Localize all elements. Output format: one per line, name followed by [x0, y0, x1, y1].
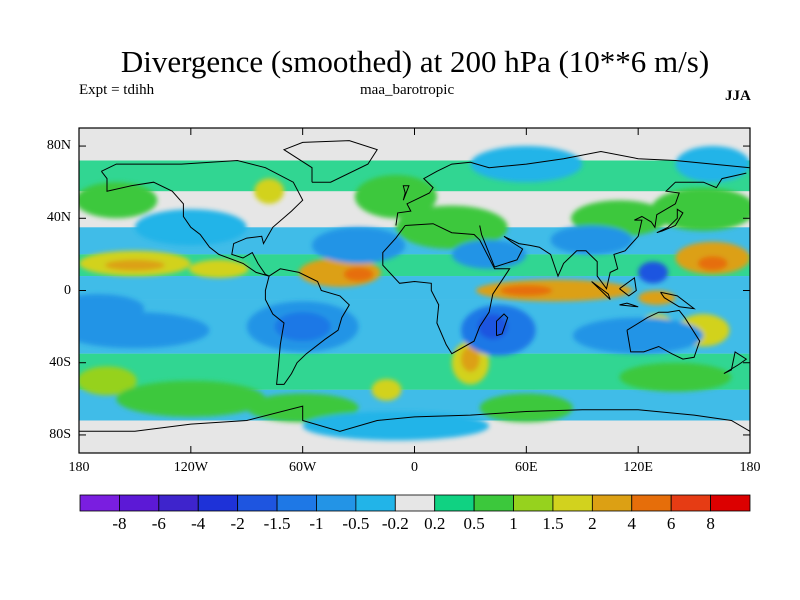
field-contour	[343, 267, 374, 282]
colorbar-swatch	[434, 494, 475, 512]
colorbar-label: 1	[509, 514, 518, 533]
field-contour	[311, 227, 406, 264]
field-contour	[371, 378, 402, 401]
lon-label: 120E	[623, 460, 653, 475]
colorbar-swatch	[276, 494, 317, 512]
colorbar-label: 6	[666, 514, 676, 533]
coastline	[402, 185, 410, 201]
colorbar-label: 4	[627, 514, 637, 533]
colorbar-label: -0.5	[342, 514, 370, 533]
colorbar-swatch	[355, 494, 396, 512]
coastline	[619, 302, 639, 308]
lat-label: 80N	[46, 138, 71, 154]
colorbar-label: 0.5	[463, 514, 485, 533]
colorbar-swatch	[473, 494, 514, 512]
colorbar-swatch	[670, 494, 711, 512]
colorbar	[79, 494, 751, 512]
colorbar-label: -0.2	[381, 514, 409, 533]
experiment-label: Expt = tdihh	[79, 82, 155, 98]
lat-label: 40N	[46, 210, 71, 226]
colorbar-swatch	[710, 494, 751, 512]
plot-title: Divergence (smoothed) at 200 hPa (10**6 …	[120, 44, 710, 79]
field-contour	[479, 393, 573, 423]
colorbar-swatch	[197, 494, 239, 512]
colorbar-swatch	[631, 494, 672, 512]
coastline	[656, 208, 684, 234]
field-contour	[354, 174, 437, 219]
colorbar-label: -2	[230, 514, 245, 533]
lon-label: 180	[68, 460, 90, 475]
coastline	[591, 281, 611, 300]
coastline	[626, 309, 701, 360]
colorbar-label: -1.5	[263, 514, 291, 533]
coastline	[660, 291, 696, 310]
colorbar-label: 2	[588, 514, 597, 533]
colorbar-label: -1	[309, 514, 324, 533]
field-contour	[638, 290, 676, 305]
colorbar-swatch	[394, 494, 436, 512]
colorbar-swatch	[513, 494, 554, 512]
field-contour	[188, 259, 249, 278]
field-contour	[477, 313, 508, 340]
field-contour	[116, 380, 266, 417]
divergence-field	[79, 146, 750, 441]
field-contour	[254, 178, 285, 204]
colorbar-swatch	[316, 494, 357, 512]
axis-ticks	[78, 128, 751, 453]
field-contour	[619, 362, 732, 392]
field-contour	[79, 312, 210, 349]
lat-label: 0	[64, 282, 71, 298]
field-contour	[79, 182, 158, 219]
field-contour	[476, 279, 633, 302]
lon-label: 180	[739, 460, 761, 475]
colorbar-swatch	[552, 494, 593, 512]
field-contour	[572, 317, 704, 354]
field-contour	[395, 205, 508, 249]
coastline	[496, 313, 509, 337]
field-contour	[79, 366, 137, 396]
field-contour	[274, 312, 331, 342]
lat-label: 40S	[49, 354, 71, 370]
lat-label: 80S	[49, 426, 71, 442]
field-contour	[638, 261, 668, 284]
coastline	[619, 277, 637, 297]
coastline	[723, 351, 748, 375]
lon-label: 60E	[515, 460, 538, 475]
coastline	[79, 405, 750, 432]
run-name: maa_barotropic	[360, 82, 455, 98]
coastline	[264, 268, 350, 385]
coastline	[395, 150, 750, 226]
colorbar-label: 1.5	[542, 514, 564, 533]
colorbar-label: 0.2	[424, 514, 446, 533]
colorbar-swatch	[237, 494, 278, 512]
lon-label: 120W	[173, 460, 208, 475]
field-contour	[550, 225, 633, 255]
colorbar-label: -8	[112, 514, 127, 533]
coastlines	[79, 140, 750, 432]
field-contour	[461, 346, 480, 372]
colorbar-label: 8	[706, 514, 715, 533]
colorbar-label: -6	[151, 514, 166, 533]
field-contour	[697, 256, 728, 271]
coastline	[479, 172, 747, 290]
colorbar-swatch	[591, 494, 633, 512]
colorbar-label: -4	[191, 514, 206, 533]
coastline	[282, 140, 378, 183]
lon-label: 0	[411, 460, 418, 475]
field-contour	[500, 285, 553, 296]
colorbar-swatch	[119, 494, 160, 512]
coastline	[382, 223, 511, 355]
colorbar-swatch	[158, 494, 199, 512]
field-contour	[302, 411, 490, 441]
field-contour	[105, 259, 165, 271]
lon-label: 60W	[289, 460, 317, 475]
coastline	[101, 159, 304, 277]
season-label: JJA	[725, 88, 751, 104]
colorbar-swatch	[79, 494, 120, 512]
